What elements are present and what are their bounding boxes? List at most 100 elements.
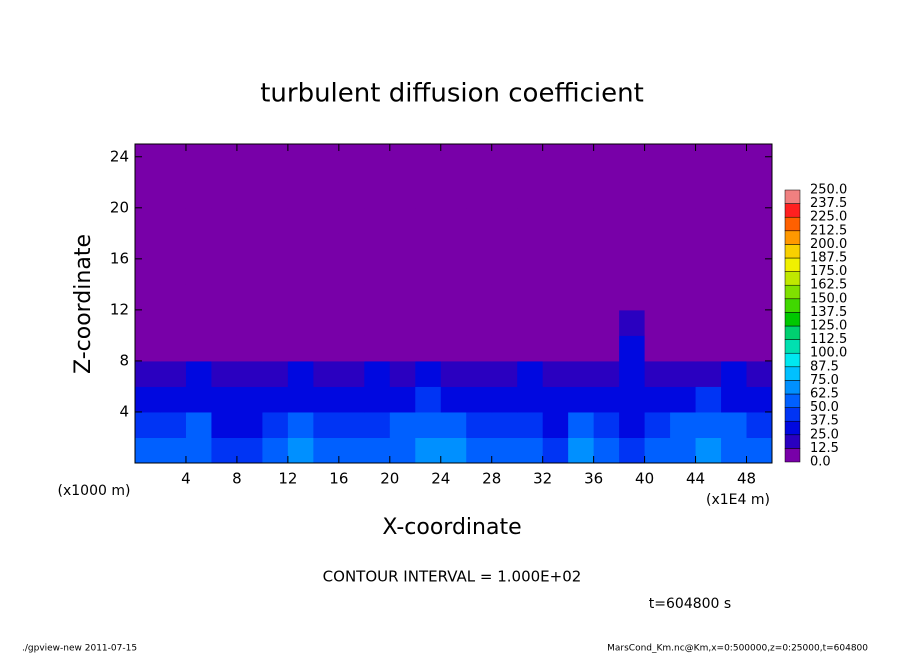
field-cell (466, 207, 493, 234)
field-cell (262, 233, 289, 260)
chart-title: turbulent diffusion coefficient (260, 79, 644, 109)
field-cell (236, 284, 263, 311)
colorbar-label: 162.5 (810, 278, 847, 293)
colorbar-swatch (784, 448, 801, 463)
field-cell (644, 258, 671, 285)
colorbar-swatch (784, 339, 801, 354)
field-cell (517, 233, 544, 260)
field-cell (313, 144, 340, 183)
field-cell (160, 386, 187, 413)
field-cell (287, 182, 314, 209)
field-cell (593, 233, 620, 260)
field-cell (160, 284, 187, 311)
field-cell (670, 284, 697, 311)
field-cell (746, 284, 773, 311)
field-cell (568, 335, 595, 362)
field-cell (415, 144, 442, 183)
field-cell (211, 182, 238, 209)
field-cell (313, 360, 340, 387)
field-cell (185, 207, 212, 234)
field-cell (542, 309, 569, 336)
field-cell (695, 360, 722, 387)
colorbar-label: 100.0 (810, 346, 847, 361)
colorbar-swatch (784, 189, 801, 204)
field-cell (262, 144, 289, 183)
field-cell (415, 284, 442, 311)
field-cell (364, 335, 391, 362)
field-cell (568, 207, 595, 234)
field-cell (466, 335, 493, 362)
field-cell (491, 258, 518, 285)
field-cell (160, 309, 187, 336)
field-cell (313, 411, 340, 438)
field-cell (695, 437, 722, 464)
x-tick-label: 16 (329, 470, 348, 488)
field-cell (313, 233, 340, 260)
field-cell (593, 309, 620, 336)
field-cell (364, 437, 391, 464)
field-cell (389, 207, 416, 234)
field-cell (415, 309, 442, 336)
field-cell (568, 386, 595, 413)
field-cell (236, 386, 263, 413)
field-cell (160, 144, 187, 183)
field-cell (619, 284, 646, 311)
x-axis-label: X-coordinate (382, 515, 521, 540)
field-cell (721, 258, 748, 285)
field-cell (568, 437, 595, 464)
field-cell (185, 335, 212, 362)
field-cell (746, 144, 773, 183)
field-cell (644, 360, 671, 387)
field-cell (135, 335, 161, 362)
field-cell (542, 207, 569, 234)
field-cell (338, 411, 365, 438)
y-unit: (x1000 m) (58, 483, 131, 499)
field-cell (389, 411, 416, 438)
field-cell (160, 207, 187, 234)
field-cell (415, 360, 442, 387)
field-cell (160, 335, 187, 362)
colorbar-swatch (784, 244, 801, 259)
field-cell (619, 411, 646, 438)
time-label: t=604800 s (649, 596, 731, 612)
field-cell (262, 207, 289, 234)
y-tick-label: 8 (119, 351, 129, 369)
field-cell (568, 182, 595, 209)
colorbar-label: 150.0 (810, 291, 847, 306)
x-tick-label: 12 (278, 470, 297, 488)
field-cell (185, 309, 212, 336)
field-cell (236, 411, 263, 438)
field-cell (313, 335, 340, 362)
field-cell (568, 284, 595, 311)
field-cell (593, 182, 620, 209)
field-cell (542, 182, 569, 209)
field-cell (135, 360, 161, 387)
colorbar-label: 250.0 (810, 183, 847, 198)
field-cell (338, 144, 365, 183)
field-cell (695, 144, 722, 183)
field-cell (644, 144, 671, 183)
field-cell (542, 437, 569, 464)
field-cell (160, 360, 187, 387)
field-cell (644, 309, 671, 336)
field-cell (211, 284, 238, 311)
field-cell (135, 309, 161, 336)
field-cell (160, 411, 187, 438)
field-cell (211, 233, 238, 260)
x-unit: (x1E4 m) (706, 492, 770, 508)
field-cell (389, 309, 416, 336)
field-cell (746, 335, 773, 362)
field-cell (185, 182, 212, 209)
field-cell (236, 437, 263, 464)
field-cell (721, 284, 748, 311)
field-cell (440, 284, 467, 311)
field-cell (670, 309, 697, 336)
colorbar-label: 12.5 (810, 441, 839, 456)
field-cell (644, 207, 671, 234)
field-cell (236, 233, 263, 260)
field-cell (160, 182, 187, 209)
field-cell (313, 309, 340, 336)
y-tick-label: 4 (119, 402, 129, 420)
field-cell (185, 386, 212, 413)
field-cell (542, 335, 569, 362)
